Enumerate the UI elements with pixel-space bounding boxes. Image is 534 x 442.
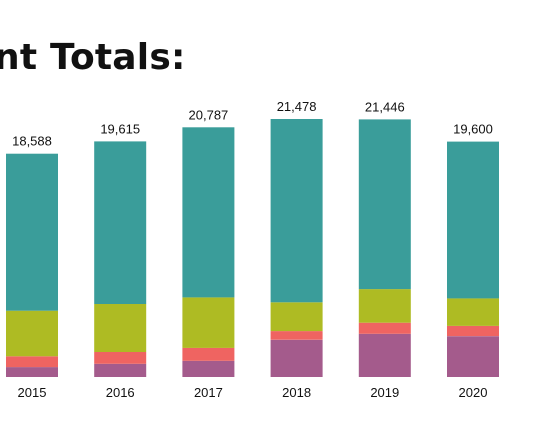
total-label-2018: 21,478 xyxy=(277,99,317,114)
bar-segment-2018-3 xyxy=(270,119,323,303)
total-label-2017: 20,787 xyxy=(189,107,229,122)
x-tick-label-2018: 2018 xyxy=(282,385,311,400)
x-tick-label-2015: 2015 xyxy=(18,385,47,400)
bar-segment-2018-1 xyxy=(270,331,323,340)
x-tick-label-2020: 2020 xyxy=(459,385,488,400)
bar-segment-2018-0 xyxy=(270,339,323,377)
total-label-2020: 19,600 xyxy=(453,122,493,137)
bar-segment-2020-1 xyxy=(447,325,499,337)
bar-segment-2016-2 xyxy=(94,304,147,352)
bar-segment-2015-3 xyxy=(6,153,58,311)
bar-segment-2019-0 xyxy=(358,333,411,377)
bar-segment-2019-3 xyxy=(358,119,411,290)
chart-title: nt Totals: xyxy=(0,37,186,78)
bar-segment-2016-0 xyxy=(94,363,147,377)
total-label-2019: 21,446 xyxy=(365,99,405,114)
bar-segment-2020-0 xyxy=(447,336,499,377)
x-tick-label-2017: 2017 xyxy=(194,385,223,400)
bar-segment-2017-0 xyxy=(182,360,235,377)
bar-segment-2019-1 xyxy=(358,322,411,334)
bar-segment-2015-2 xyxy=(6,310,58,357)
total-label-2016: 19,615 xyxy=(100,121,140,136)
bar-segment-2016-1 xyxy=(94,352,147,364)
total-label-2015: 18,588 xyxy=(12,134,52,149)
bar-segment-2015-1 xyxy=(6,356,58,368)
bar-segment-2019-2 xyxy=(358,289,411,323)
bar-segment-2020-3 xyxy=(447,141,499,299)
bar-segment-2018-2 xyxy=(270,302,323,332)
x-tick-label-2019: 2019 xyxy=(370,385,399,400)
bar-segment-2015-0 xyxy=(6,367,58,377)
bar-segment-2020-2 xyxy=(447,298,499,326)
bar-segment-2017-3 xyxy=(182,127,235,298)
bar-segment-2016-3 xyxy=(94,141,147,304)
x-tick-label-2016: 2016 xyxy=(106,385,135,400)
bar-segment-2017-1 xyxy=(182,347,235,361)
bar-segment-2017-2 xyxy=(182,297,235,348)
